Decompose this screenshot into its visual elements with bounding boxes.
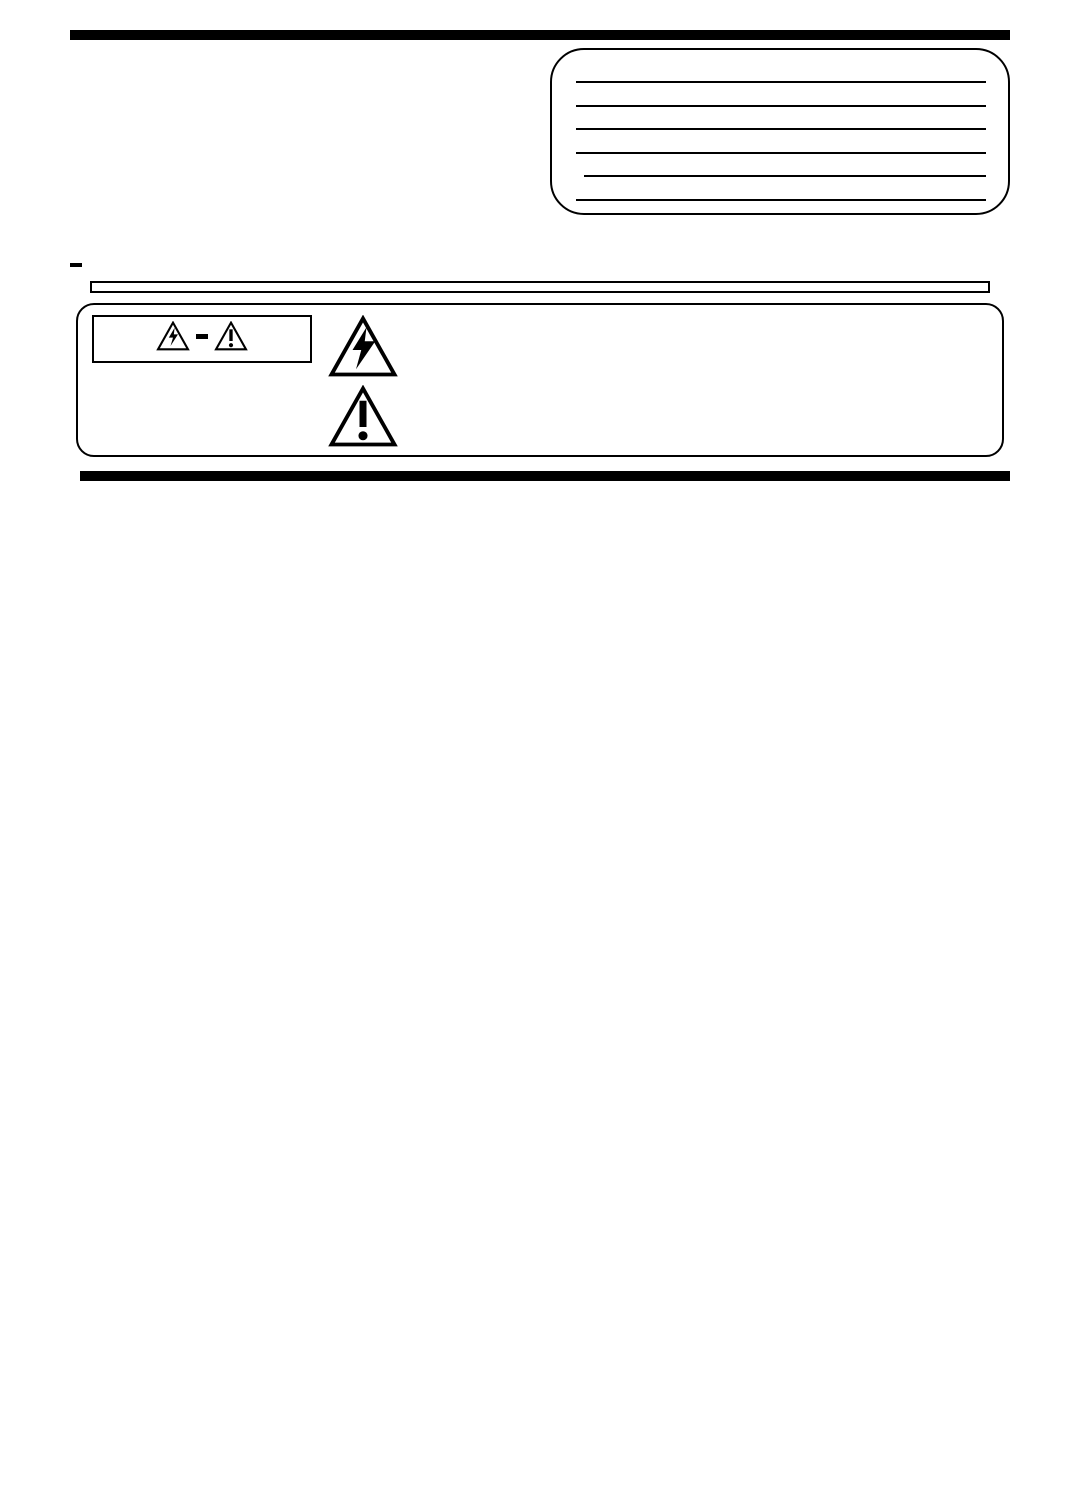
info-model-value: [584, 154, 986, 177]
info-date-field[interactable]: [576, 60, 986, 83]
lightning-triangle-large-icon: [328, 315, 398, 375]
toc-heading: [80, 471, 1010, 481]
vhs-mark: [70, 263, 82, 267]
page-title: [70, 30, 1010, 40]
symbol-panel: [76, 303, 1004, 457]
info-dealer-field[interactable]: [576, 83, 986, 106]
caution-plate: [92, 315, 312, 363]
purchase-info-box: [550, 48, 1010, 215]
safety-body: [70, 225, 1010, 274]
exclaim-triangle-icon: [214, 321, 248, 351]
lightning-triangle-icon: [156, 321, 190, 351]
info-serial-field[interactable]: [576, 177, 986, 200]
fcc-warning-box: [90, 281, 990, 293]
exclaim-triangle-large-icon: [328, 385, 398, 445]
info-address-field[interactable]: [576, 107, 986, 130]
info-phone-field[interactable]: [576, 130, 986, 153]
